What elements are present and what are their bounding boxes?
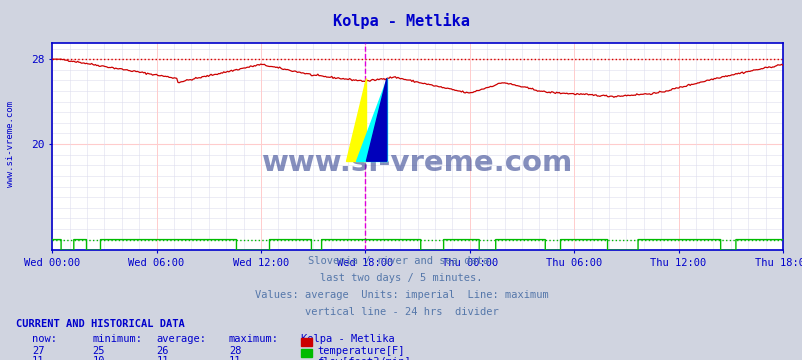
Text: 10: 10 — [92, 356, 105, 360]
Text: 28: 28 — [229, 346, 241, 356]
Text: vertical line - 24 hrs  divider: vertical line - 24 hrs divider — [304, 307, 498, 318]
Text: CURRENT AND HISTORICAL DATA: CURRENT AND HISTORICAL DATA — [16, 319, 184, 329]
Text: www.si-vreme.com: www.si-vreme.com — [261, 149, 573, 177]
Text: temperature[F]: temperature[F] — [317, 346, 404, 356]
Text: 11: 11 — [32, 356, 45, 360]
Polygon shape — [356, 78, 387, 161]
Text: 25: 25 — [92, 346, 105, 356]
Text: 11: 11 — [229, 356, 241, 360]
Text: 11: 11 — [156, 356, 169, 360]
Text: maximum:: maximum: — [229, 334, 278, 344]
Text: www.si-vreme.com: www.si-vreme.com — [6, 101, 15, 187]
Polygon shape — [346, 78, 366, 161]
Text: average:: average: — [156, 334, 206, 344]
Text: Kolpa - Metlika: Kolpa - Metlika — [333, 13, 469, 28]
Text: Values: average  Units: imperial  Line: maximum: Values: average Units: imperial Line: ma… — [254, 290, 548, 300]
Text: minimum:: minimum: — [92, 334, 142, 344]
Text: 27: 27 — [32, 346, 45, 356]
Text: flow[foot3/min]: flow[foot3/min] — [317, 356, 411, 360]
Text: 26: 26 — [156, 346, 169, 356]
Text: now:: now: — [32, 334, 57, 344]
Text: Kolpa - Metlika: Kolpa - Metlika — [301, 334, 395, 344]
Polygon shape — [366, 78, 387, 161]
Text: Slovenia / river and sea data.: Slovenia / river and sea data. — [307, 256, 495, 266]
Text: last two days / 5 minutes.: last two days / 5 minutes. — [320, 273, 482, 283]
